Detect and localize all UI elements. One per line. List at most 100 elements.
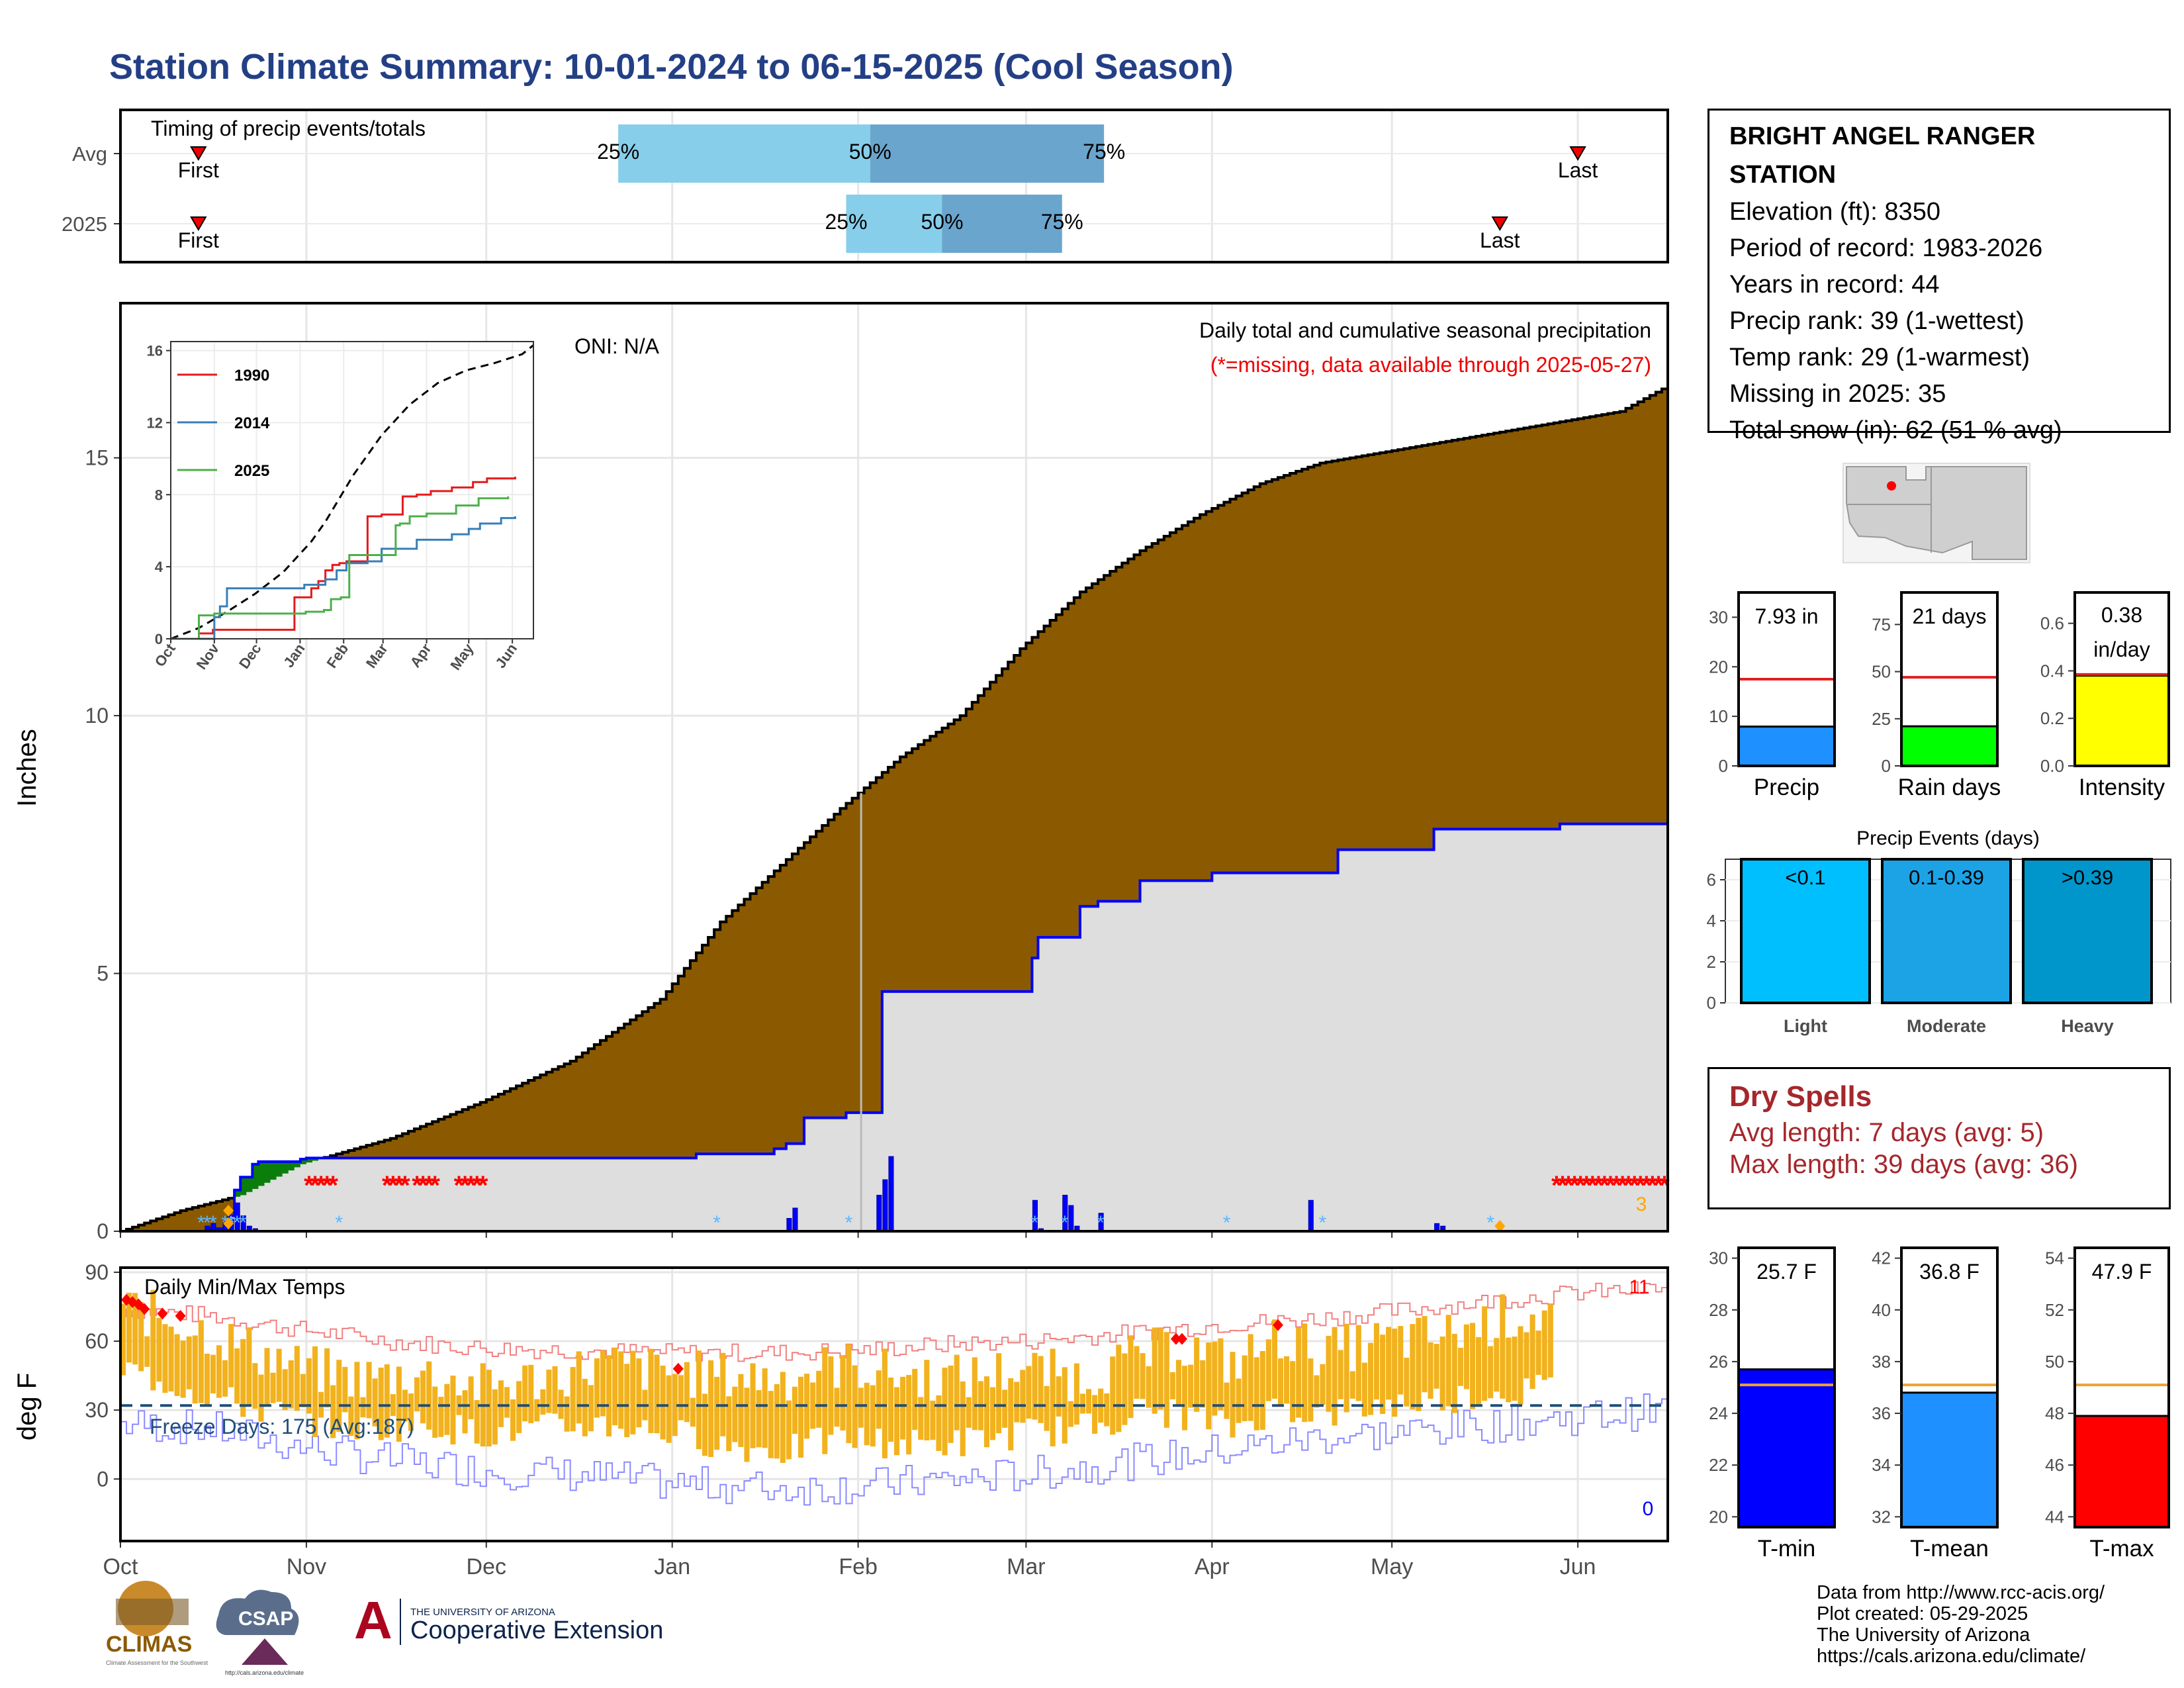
- daily-temp-bar: [156, 1317, 162, 1382]
- inset-legend-label: 2025: [234, 462, 269, 480]
- precip-y-tick-label: 0: [97, 1219, 109, 1243]
- daily-temp-bar: [1404, 1358, 1410, 1407]
- summary-value-label: 36.8 F: [1919, 1260, 1979, 1284]
- timing-panel: 25% 50% 75% First Last Avg 25% 50% 75% First Last 2…: [62, 109, 1669, 263]
- timing-title: Timing of precip events/totals: [151, 117, 426, 140]
- daily-temp-bar: [378, 1368, 384, 1440]
- daily-temp-bar: [600, 1350, 606, 1417]
- daily-temp-bar: [162, 1324, 168, 1393]
- daily-temp-bar: [252, 1363, 258, 1409]
- ua-logo: A THE UNIVERSITY OF ARIZONA Cooperative …: [354, 1591, 663, 1650]
- dry-spells-box: Dry Spells Avg length: 7 days (avg: 5) M…: [1707, 1067, 2171, 1209]
- summary-y-tick-label: 52: [2045, 1300, 2064, 1320]
- daily-temp-bar: [732, 1386, 738, 1442]
- record-high-marker: [157, 1307, 168, 1320]
- daily-temp-bar: [366, 1362, 372, 1419]
- precip-events-title: Precip Events (days): [1856, 827, 2040, 849]
- daily-temp-bar: [1308, 1358, 1314, 1422]
- summary-frame: [2073, 591, 2170, 767]
- precip-event-category: Heavy: [2061, 1016, 2114, 1036]
- summary-frame: [2073, 1246, 2170, 1528]
- daily-temp-bar: [744, 1387, 750, 1462]
- daily-temp-bar: [1026, 1366, 1032, 1419]
- summary-value-label: 7.93 in: [1754, 604, 1818, 628]
- daily-temp-bar: [198, 1320, 204, 1403]
- summary-y-tick-label: 0.0: [2040, 756, 2064, 776]
- station-snow: Total snow (in): 62 (51 % avg): [1729, 416, 2062, 444]
- temp-y-axis-label: deg F: [13, 1373, 42, 1440]
- missing-marker: *: [1629, 1171, 1640, 1200]
- inset-plot-area: [171, 342, 533, 639]
- daily-temp-bar: [1068, 1401, 1073, 1427]
- daily-temp-bar: [1428, 1342, 1433, 1399]
- missing-marker: *: [1647, 1171, 1658, 1200]
- daily-temp-bar: [594, 1358, 600, 1418]
- daily-temp-bar: [126, 1292, 132, 1363]
- missing-marker: *: [478, 1171, 488, 1200]
- daily-temp-bar: [1463, 1324, 1469, 1389]
- snow-marker: *: [1223, 1212, 1231, 1234]
- daily-temp-bar: [216, 1345, 222, 1398]
- daily-temp-bar: [1373, 1323, 1380, 1400]
- daily-temp-bar: [1482, 1306, 1488, 1401]
- daily-temp-bar: [144, 1336, 150, 1367]
- daily-temp-bar: [336, 1360, 342, 1432]
- temp-title: Daily Min/Max Temps: [144, 1275, 345, 1299]
- daily-temp-bar: [1104, 1393, 1110, 1427]
- missing-marker: *: [304, 1171, 314, 1200]
- daily-temp-bar: [1469, 1323, 1476, 1409]
- oni-label: ONI: N/A: [574, 334, 660, 358]
- inset-legend-label: 2014: [234, 414, 270, 432]
- daily-temp-bar: [624, 1364, 630, 1438]
- missing-marker: *: [460, 1171, 471, 1200]
- missing-marker: *: [310, 1171, 320, 1200]
- above-average-area: [234, 1158, 325, 1197]
- precip-events-y-tick-label: 0: [1707, 993, 1716, 1013]
- daily-temp-bar: [726, 1396, 732, 1452]
- daily-temp-bar: [1524, 1332, 1529, 1379]
- month-tick-label: Mar: [1007, 1554, 1046, 1579]
- station-elevation: Elevation (ft): 8350: [1729, 198, 1940, 226]
- daily-temp-bar: [522, 1365, 528, 1422]
- station-years: Years in record: 44: [1729, 271, 1940, 299]
- summary-panel: 7.93 in 0 10 20 30 Precip: [1709, 591, 1836, 800]
- daily-temp-bar: [1152, 1327, 1158, 1414]
- daily-temp-bar: [1236, 1378, 1242, 1423]
- missing-marker: *: [424, 1171, 434, 1200]
- daily-temp-bar: [1092, 1395, 1098, 1434]
- timing-p50-label: 50%: [849, 140, 891, 164]
- daily-temp-bar: [1380, 1335, 1386, 1415]
- summary-y-tick-label: 25: [1872, 709, 1891, 729]
- daily-temp-bar: [420, 1370, 426, 1424]
- summary-category-label: Rain days: [1898, 774, 2001, 800]
- missing-marker: *: [1593, 1171, 1604, 1200]
- daily-temp-bar: [1158, 1328, 1163, 1410]
- precip-subtitle: (*=missing, data available through 2025-…: [1210, 353, 1651, 377]
- credit-line: Plot created: 05-29-2025: [1817, 1603, 2028, 1624]
- missing-marker: *: [1569, 1171, 1580, 1200]
- daily-temp-bar: [942, 1367, 948, 1456]
- daily-temp-bar: [1541, 1310, 1547, 1380]
- precip-y-axis-label: Inches: [13, 729, 42, 807]
- precip-panel: *** ** * * * * * * * * ****** **** **** ***** ********…: [13, 302, 1670, 1243]
- daily-temp-bar: [330, 1385, 336, 1438]
- missing-marker: *: [328, 1171, 338, 1200]
- csap-logo: CSAP http://cals.arizona.edu/climate: [216, 1589, 304, 1676]
- daily-temp-bar: [1073, 1363, 1079, 1425]
- daily-temp-bar: [1181, 1366, 1188, 1430]
- record-high-marker: [139, 1303, 150, 1315]
- daily-temp-bar: [534, 1399, 540, 1422]
- logos: CLIMAS Climate Assessment for the Southw…: [106, 1581, 663, 1676]
- daily-temp-bar: [858, 1387, 864, 1428]
- daily-temp-bar: [258, 1374, 264, 1422]
- daily-temp-bar: [720, 1352, 726, 1436]
- credit-line: https://cals.arizona.edu/climate/: [1817, 1646, 2086, 1667]
- daily-temp-bar: [1248, 1334, 1253, 1421]
- daily-temp-bar: [1014, 1382, 1020, 1423]
- page-title: Station Climate Summary: 10-01-2024 to 0…: [109, 47, 1234, 87]
- daily-temp-bar: [138, 1302, 144, 1372]
- timing-last-label: Last: [1558, 158, 1598, 182]
- daily-temp-bar: [414, 1377, 420, 1412]
- timing-q25-q50-bar: [618, 124, 870, 183]
- daily-temp-bar: [372, 1378, 378, 1427]
